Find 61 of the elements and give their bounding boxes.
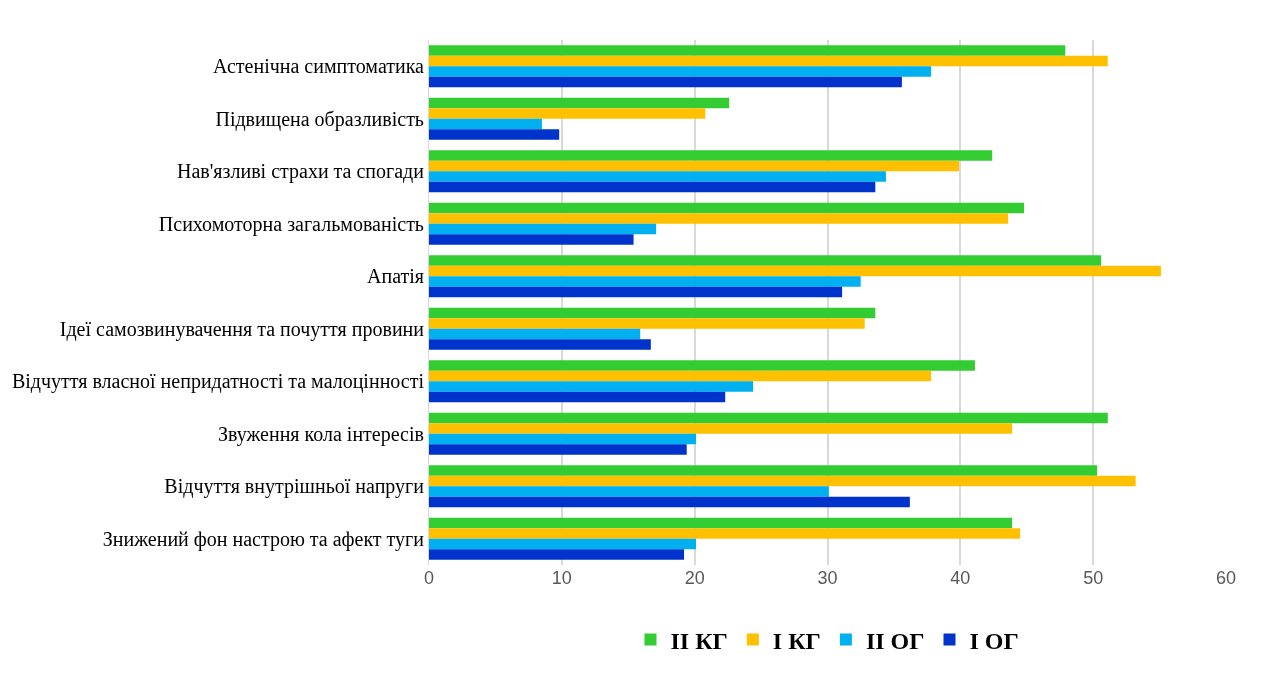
bar: [429, 433, 696, 445]
x-tick-label: 40: [950, 568, 971, 588]
x-tick-label: 0: [423, 568, 435, 588]
x-tick-label: 30: [817, 568, 838, 588]
bar: [429, 370, 932, 382]
y-tick-label: Нав'язливі страхи та спогади: [177, 160, 425, 184]
x-tick-label: 20: [684, 568, 705, 588]
y-tick-label: Підвищена образливість: [215, 107, 424, 131]
bar: [429, 276, 861, 287]
bar: [429, 150, 993, 161]
bar: [429, 318, 865, 329]
bar: [429, 171, 886, 182]
bar: [429, 181, 876, 193]
legend-label: I ОГ: [969, 627, 1019, 654]
bar: [429, 465, 1098, 476]
bar: [429, 444, 687, 455]
bar: [429, 118, 542, 130]
bar: [429, 381, 754, 392]
y-tick-label: Психомоторна загальмованість: [158, 212, 424, 236]
bar: [429, 265, 1161, 277]
bar: [429, 549, 685, 560]
bar: [429, 234, 634, 245]
bar: [429, 517, 1013, 529]
y-tick-label: Апатія: [366, 265, 424, 288]
bar: [429, 213, 1009, 224]
legend-label: II ОГ: [865, 627, 925, 654]
bar: [429, 286, 843, 298]
bar: [429, 339, 651, 350]
legend-label: II КГ: [670, 627, 728, 654]
bar: [429, 223, 657, 235]
bar: [429, 66, 932, 77]
bar: [429, 307, 876, 319]
bar: [429, 202, 1025, 214]
bar: [429, 129, 560, 140]
y-tick-label: Відчуття власної непридатності та малоцінності: [11, 370, 425, 394]
bar: [429, 108, 706, 119]
x-tick-label: 60: [1215, 568, 1237, 588]
y-tick-label: Звуження кола інтересів: [218, 422, 424, 446]
bar: [429, 160, 960, 172]
bar: [429, 97, 730, 109]
bar: [429, 55, 1108, 67]
y-tick-label: Ідеї самозвинувачення та почуття провини: [59, 317, 425, 341]
bar: [429, 528, 1021, 539]
x-tick-label: 10: [551, 568, 572, 588]
bar: [429, 255, 1102, 266]
bar: [429, 328, 641, 340]
y-tick-label: Знижений фон настрою та афект туги: [102, 527, 425, 551]
legend-label: I КГ: [772, 627, 821, 654]
bar: [429, 391, 726, 403]
bar: [429, 412, 1108, 424]
bar: [429, 486, 829, 497]
bar: [429, 538, 696, 550]
bar: [429, 423, 1013, 434]
y-tick-label: Астенічна симптоматика: [213, 55, 425, 78]
bar: [429, 76, 902, 88]
bar: [429, 360, 975, 371]
bar: [429, 475, 1136, 487]
bar: [429, 45, 1066, 56]
y-tick-label: Відчуття внутрішньої напруги: [164, 475, 425, 499]
bar: [429, 496, 910, 508]
x-tick-label: 50: [1083, 568, 1104, 588]
